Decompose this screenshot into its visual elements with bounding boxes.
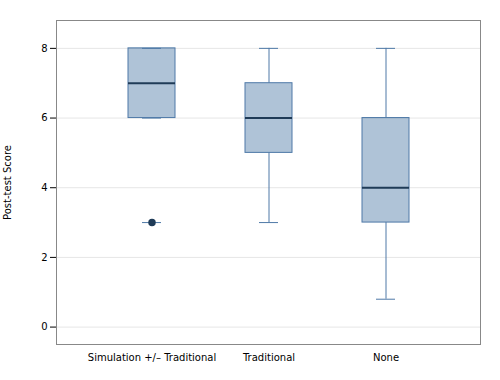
svg-text:6: 6 — [41, 112, 47, 123]
svg-text:2: 2 — [41, 252, 47, 263]
svg-text:8: 8 — [41, 43, 47, 54]
svg-text:Post-test Score: Post-test Score — [2, 145, 13, 220]
svg-text:0: 0 — [41, 321, 47, 332]
svg-text:Traditional: Traditional — [242, 352, 295, 363]
svg-text:None: None — [373, 352, 399, 363]
svg-text:4: 4 — [41, 182, 47, 193]
svg-text:Simulation +/– Traditional: Simulation +/– Traditional — [88, 352, 216, 363]
